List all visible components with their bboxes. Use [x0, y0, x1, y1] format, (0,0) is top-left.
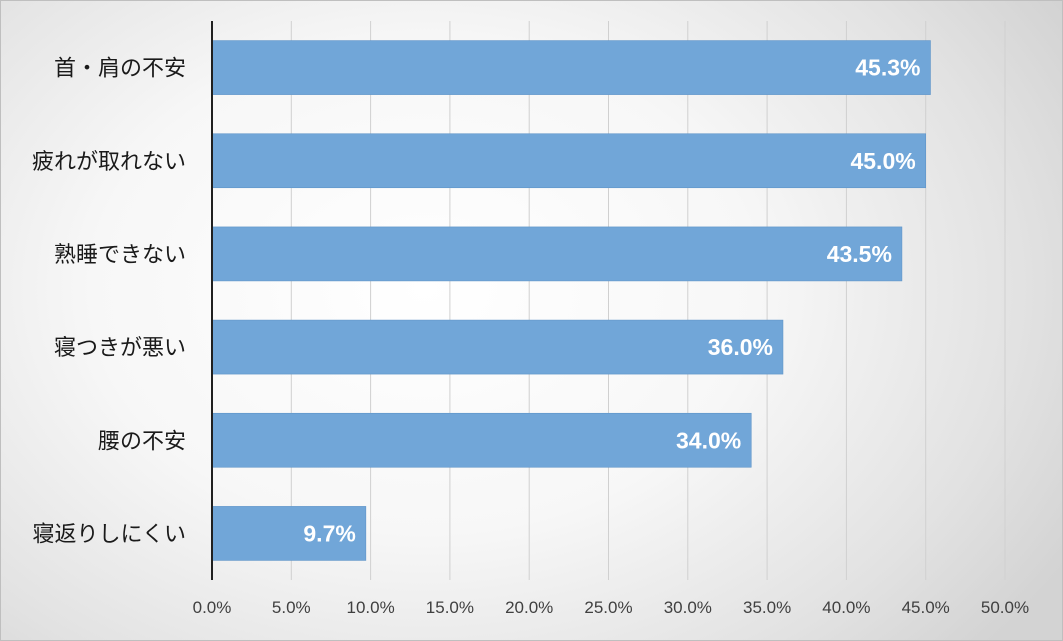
category-label: 寝返りしにくい — [32, 522, 186, 547]
data-label: 43.5% — [827, 241, 892, 267]
x-tick-label: 25.0% — [584, 598, 632, 617]
x-tick-label: 50.0% — [981, 598, 1029, 617]
x-tick-label: 30.0% — [664, 598, 712, 617]
bar — [211, 412, 752, 468]
data-label: 9.7% — [303, 520, 355, 546]
category-label: 熟睡できない — [54, 243, 186, 268]
x-tick-label: 15.0% — [426, 598, 474, 617]
x-tick-label: 0.0% — [193, 598, 232, 617]
labels: 45.3% 首・肩の不安 45.0% 疲れが取れない 43.5% 熟睡できない 36.0% 寝… — [32, 55, 1029, 617]
bars — [211, 40, 931, 561]
category-label: 首・肩の不安 — [54, 57, 186, 82]
bar — [211, 226, 903, 282]
bar — [211, 506, 367, 561]
data-label: 34.0% — [676, 427, 741, 453]
bar — [211, 40, 931, 95]
category-label: 疲れが取れない — [32, 150, 186, 175]
bar — [211, 133, 927, 189]
x-tick-label: 20.0% — [505, 598, 553, 617]
data-label: 36.0% — [708, 334, 773, 360]
category-label: 寝つきが悪い — [54, 336, 186, 361]
data-label: 45.3% — [855, 55, 920, 81]
x-tick-label: 5.0% — [272, 598, 311, 617]
category-label: 腰の不安 — [98, 429, 186, 454]
data-label: 45.0% — [850, 148, 915, 174]
x-tick-label: 35.0% — [743, 598, 791, 617]
x-tick-label: 10.0% — [346, 598, 394, 617]
x-tick-label: 40.0% — [822, 598, 870, 617]
gridlines — [290, 21, 1006, 580]
x-tick-label: 45.0% — [902, 598, 950, 617]
bar — [211, 319, 784, 375]
